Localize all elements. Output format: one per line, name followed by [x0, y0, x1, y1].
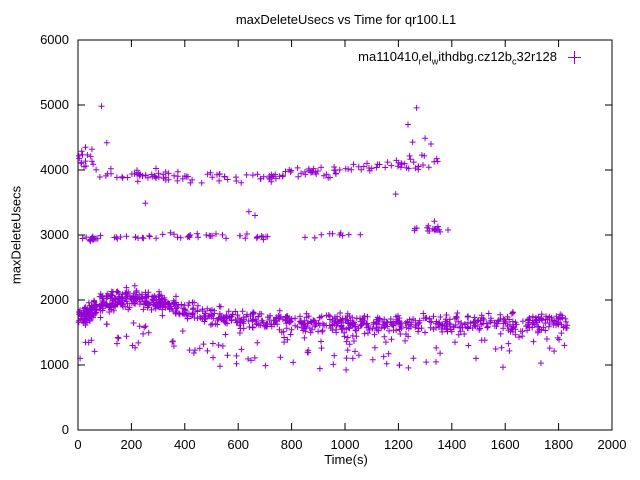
svg-text:1000: 1000 — [40, 357, 69, 372]
svg-text:1200: 1200 — [384, 437, 413, 452]
svg-text:1000: 1000 — [331, 437, 360, 452]
svg-text:200: 200 — [121, 437, 143, 452]
tick-labels: 0 200 400 600 800 1000 1200 1400 1600 1800 2000 0 10… — [40, 32, 626, 452]
y-axis-label: maxDeleteUsecs — [8, 185, 24, 285]
x-axis-label: Time(s) — [324, 452, 368, 467]
series-points — [75, 103, 571, 373]
svg-text:0: 0 — [74, 437, 81, 452]
legend-series-label: ma110410relwithdbg.cz12bc32r128 — [358, 49, 557, 67]
svg-text:5000: 5000 — [40, 97, 69, 112]
svg-text:1600: 1600 — [491, 437, 520, 452]
plot-border — [77, 39, 613, 431]
svg-text:600: 600 — [227, 437, 249, 452]
svg-text:0: 0 — [62, 422, 69, 437]
svg-text:2000: 2000 — [40, 292, 69, 307]
svg-text:800: 800 — [281, 437, 303, 452]
svg-text:6000: 6000 — [40, 32, 69, 47]
svg-text:4000: 4000 — [40, 162, 69, 177]
svg-text:400: 400 — [174, 437, 196, 452]
plus-marker-icon — [568, 51, 581, 65]
legend: ma110410relwithdbg.cz12bc32r128 — [358, 49, 582, 67]
svg-text:3000: 3000 — [40, 227, 69, 242]
svg-text:2000: 2000 — [598, 437, 627, 452]
axis-ticks — [77, 39, 613, 431]
svg-text:1400: 1400 — [437, 437, 466, 452]
chart-title: maxDeleteUsecs vs Time for qr100.L1 — [235, 12, 457, 27]
svg-text:1800: 1800 — [544, 437, 573, 452]
